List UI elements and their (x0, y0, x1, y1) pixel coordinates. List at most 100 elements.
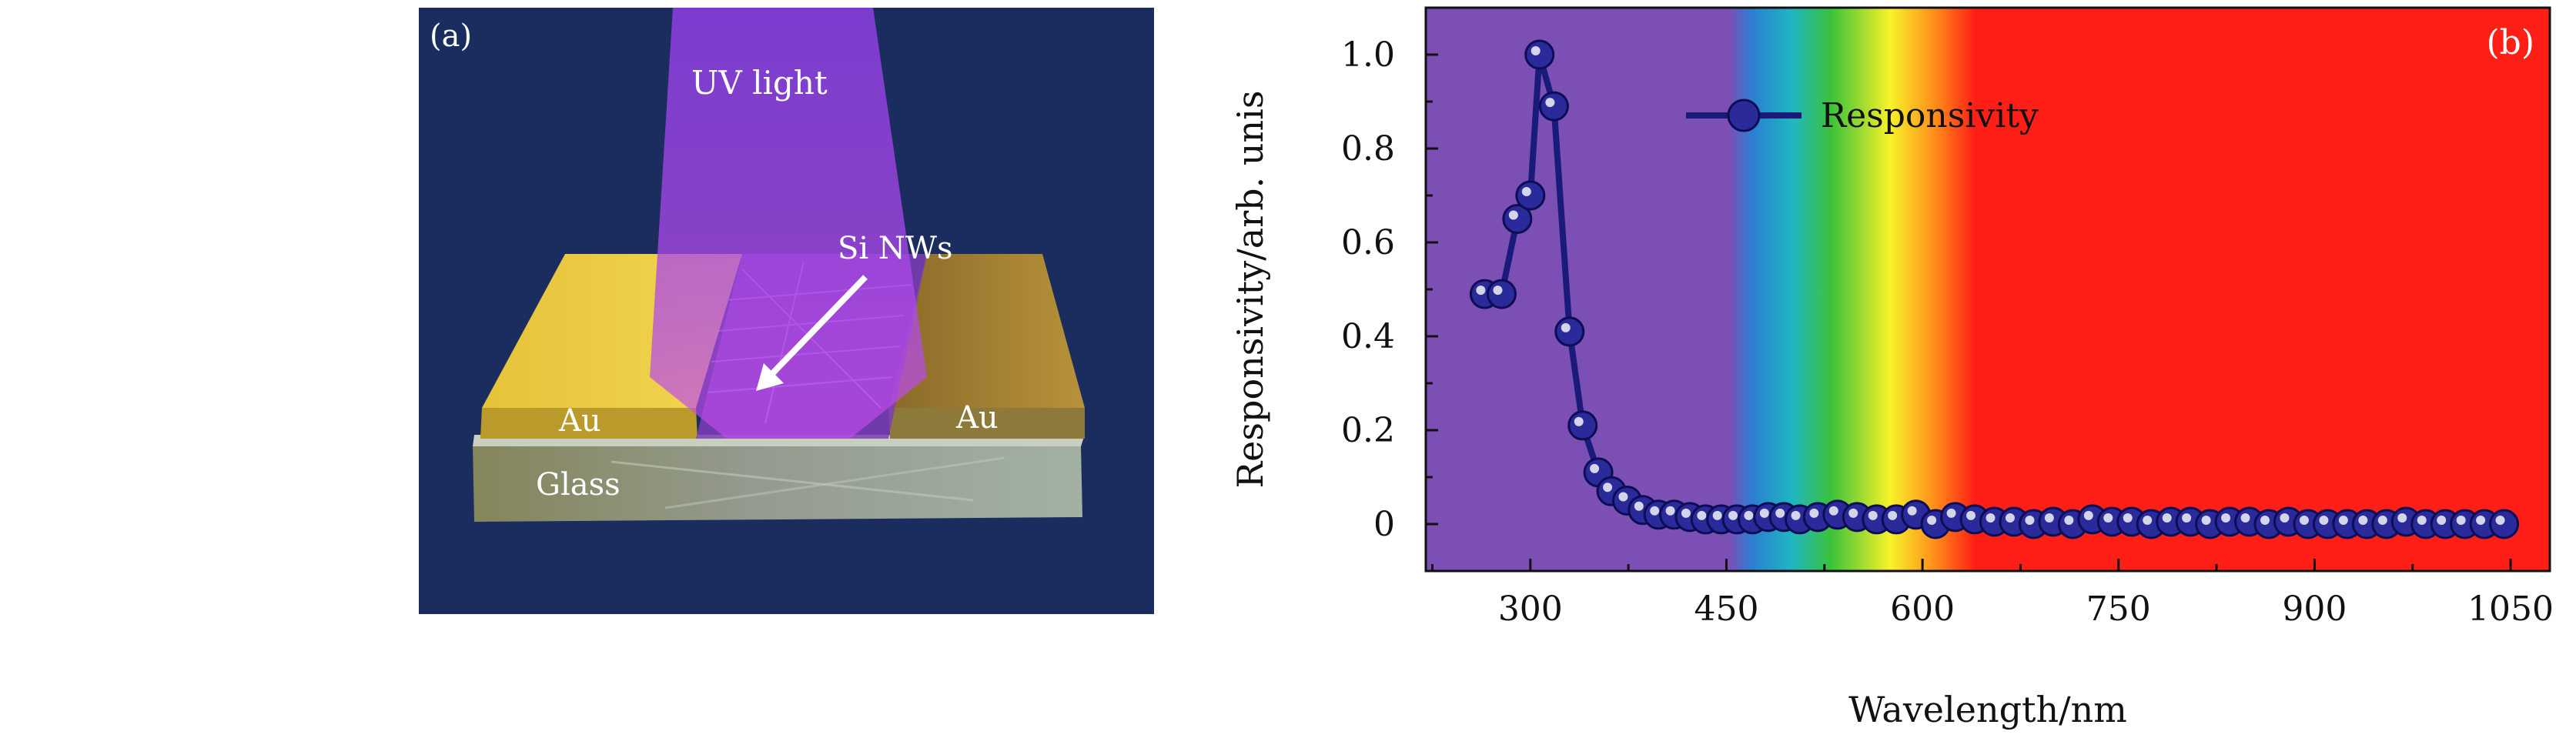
x-tick-label: 750 (2086, 589, 2151, 629)
point-highlight (2476, 516, 2486, 525)
point-highlight (2260, 516, 2270, 525)
point-highlight (2397, 513, 2407, 523)
y-tick-label: 0.6 (1341, 223, 1395, 262)
y-tick-label: 0 (1373, 505, 1395, 544)
point-highlight (1590, 463, 1600, 473)
point-highlight (2123, 513, 2133, 523)
glass-label: Glass (536, 467, 621, 503)
y-tick-label: 1.0 (1341, 35, 1395, 75)
point-highlight (1665, 506, 1675, 516)
point-highlight (2280, 513, 2290, 523)
point-highlight (2417, 516, 2427, 525)
point-highlight (2005, 513, 2015, 523)
y-tick-label: 0.2 (1341, 411, 1395, 450)
device-schematic: (a) UV light Si NWs Au Au Glass (419, 8, 1154, 614)
point-highlight (2338, 516, 2348, 525)
point-highlight (1868, 510, 1878, 520)
point-highlight (2456, 516, 2466, 525)
right-au-label: Au (955, 400, 999, 436)
point-highlight (1521, 187, 1531, 196)
point-highlight (1634, 501, 1644, 511)
point-highlight (1809, 508, 1819, 518)
panel-a-label: (a) (430, 18, 472, 54)
point-highlight (2201, 516, 2211, 525)
point-highlight (1476, 286, 1486, 296)
x-tick-label: 450 (1694, 589, 1758, 629)
y-tick-label: 0.8 (1341, 129, 1395, 169)
glass-scratch (664, 456, 1005, 509)
glass-scratch (611, 460, 974, 502)
point-highlight (1966, 510, 1976, 520)
point-highlight (2495, 516, 2505, 525)
point-highlight (1618, 492, 1628, 502)
device-schematic-panel: (a) UV light Si NWs Au Au Glass (419, 8, 1154, 614)
left-gold-electrode-side (480, 408, 698, 439)
point-highlight (1681, 508, 1691, 518)
point-highlight (1697, 510, 1707, 520)
glass-substrate (473, 446, 1082, 522)
x-tick-label: 1050 (2467, 589, 2554, 629)
panel-b-label: (b) (2487, 23, 2535, 62)
point-highlight (1986, 513, 1996, 523)
point-highlight (2299, 516, 2309, 525)
left-au-label: Au (558, 403, 601, 439)
point-highlight (1531, 46, 1541, 55)
responsivity-point (1567, 410, 1598, 441)
point-highlight (1791, 510, 1801, 520)
point-highlight (1759, 508, 1769, 518)
point-highlight (2083, 510, 2093, 520)
point-highlight (1650, 506, 1660, 516)
point-highlight (2221, 513, 2231, 523)
responsivity-point (1554, 316, 1585, 347)
legend-marker (1727, 99, 1761, 132)
point-highlight (1744, 510, 1754, 520)
responsivity-point (1524, 39, 1555, 70)
point-highlight (2240, 513, 2250, 523)
responsivity-chart: 300 450 600 750 900 1050 0 0.2 0.4 0.6 0.8 1.0 Wav… (1229, 6, 2554, 730)
point-highlight (1907, 506, 1917, 516)
x-tick-label: 900 (2282, 589, 2347, 629)
responsivity-point (2489, 509, 2520, 539)
point-highlight (2103, 513, 2113, 523)
point-highlight (2319, 516, 2329, 525)
point-highlight (1493, 286, 1503, 296)
point-highlight (1603, 483, 1613, 493)
point-highlight (2064, 516, 2074, 525)
point-highlight (2143, 516, 2153, 525)
legend-label: Responsivity (1821, 96, 2039, 135)
x-axis-label: Wavelength/nm (1848, 689, 2127, 730)
point-highlight (2044, 513, 2054, 523)
point-highlight (1728, 510, 1738, 520)
point-highlight (1775, 508, 1785, 518)
responsivity-chart-panel: 300 450 600 750 900 1050 0 0.2 0.4 0.6 0.8 1.0 Wav… (1201, 0, 2576, 735)
point-highlight (1828, 506, 1838, 516)
nanowire-arrow (756, 275, 868, 391)
x-tick-label: 300 (1498, 589, 1563, 629)
point-highlight (2377, 516, 2387, 525)
x-tick-label: 600 (1890, 589, 1955, 629)
point-highlight (1946, 508, 1956, 518)
responsivity-point (1486, 279, 1517, 309)
legend: Responsivity (1686, 96, 2039, 135)
point-highlight (2437, 516, 2447, 525)
si-nws-label: Si NWs (838, 231, 953, 266)
point-highlight (2162, 513, 2172, 523)
point-highlight (1574, 416, 1584, 426)
point-highlight (1927, 516, 1937, 525)
point-highlight (2358, 516, 2368, 525)
uv-light-beam (650, 8, 927, 439)
point-highlight (1848, 508, 1858, 518)
responsivity-point (1538, 91, 1569, 122)
point-highlight (2025, 516, 2035, 525)
right-gold-electrode-top (888, 254, 1085, 408)
point-highlight (1545, 98, 1555, 108)
point-highlight (1888, 510, 1898, 520)
point-highlight (1561, 322, 1571, 332)
y-tick-label: 0.4 (1341, 317, 1395, 356)
uv-light-label: UV light (691, 64, 828, 102)
point-highlight (1508, 210, 1518, 220)
right-gold-electrode-side (888, 408, 1085, 439)
point-highlight (1712, 510, 1722, 520)
y-axis-label: Responsivity/arb. unis (1229, 91, 1271, 489)
point-highlight (2182, 513, 2192, 523)
